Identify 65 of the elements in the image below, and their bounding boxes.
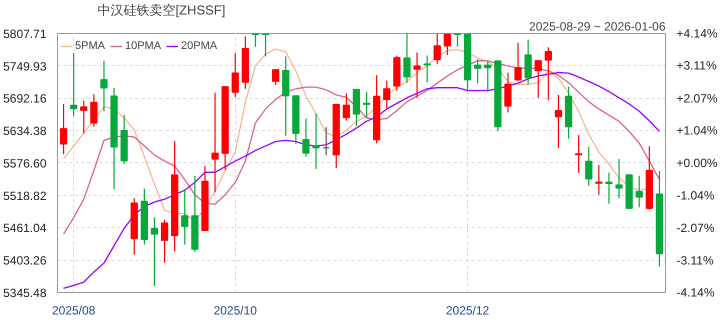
line-series xyxy=(62,72,660,289)
chart-title: 中汉硅铁卖空[ZHSSF] xyxy=(98,2,226,18)
y-tick-label: 5807.71 xyxy=(3,27,47,41)
candlestick xyxy=(90,94,98,128)
y2-tick-label: -3.11% xyxy=(676,253,714,268)
x-tick-label: 2025/10 xyxy=(214,304,258,318)
candlestick xyxy=(434,34,441,64)
y-tick-label: 5576.60 xyxy=(3,156,47,170)
candlestick xyxy=(413,52,421,98)
candlestick xyxy=(80,100,88,134)
candlestick xyxy=(211,92,219,193)
y-tick-label: 5518.82 xyxy=(3,188,47,203)
candlestick xyxy=(150,216,158,287)
candlestick xyxy=(60,103,68,155)
candlestick xyxy=(160,219,168,264)
candlestick xyxy=(636,175,643,208)
candlestick xyxy=(232,52,239,98)
legend-label: 5PMA xyxy=(75,40,105,52)
legend-label: 10PMA xyxy=(124,40,162,52)
candlestick xyxy=(362,91,370,118)
candlestick xyxy=(484,61,492,92)
candlestick xyxy=(585,146,592,186)
candlestick xyxy=(252,34,260,48)
y-tick-label: 5634.38 xyxy=(3,124,47,138)
candlestick xyxy=(504,72,512,113)
chart-subtitle: 2025-08-29 ~ 2026-01-06 xyxy=(529,20,666,34)
y-tick-label: 5403.26 xyxy=(3,254,47,268)
y2-tick-label: -1.04% xyxy=(676,188,715,203)
legend-label: 20PMA xyxy=(181,40,218,52)
y2-tick-label: -2.07% xyxy=(676,220,715,235)
candlestick xyxy=(534,60,542,98)
candlestick xyxy=(544,46,552,101)
candlestick xyxy=(262,34,270,58)
candlestick xyxy=(181,188,188,246)
y2-tick-label: +4.14% xyxy=(676,26,718,40)
candlestick xyxy=(70,52,78,117)
candlestick xyxy=(595,164,602,196)
y-tick-label: 5692.16 xyxy=(3,92,47,106)
candlestick xyxy=(383,80,390,110)
y2-tick-label: +3.11% xyxy=(676,58,717,73)
y2-tick-label: +2.07% xyxy=(676,91,718,106)
y-tick-label: 5345.48 xyxy=(3,286,47,300)
y2-tick-label: +0.00% xyxy=(676,156,718,170)
candlestick xyxy=(100,60,108,112)
candlestick xyxy=(272,69,280,86)
y-tick-label: 5461.04 xyxy=(3,221,47,236)
candlestick xyxy=(312,112,320,170)
candlestick xyxy=(302,118,310,158)
candlestick xyxy=(474,58,482,84)
x-tick-label: 2025/08 xyxy=(52,304,96,318)
candlestick xyxy=(403,34,411,84)
candlestick xyxy=(424,54,431,83)
candlestick xyxy=(605,172,613,204)
candlestick xyxy=(444,34,451,56)
candlestick xyxy=(615,158,623,199)
candlestick xyxy=(342,92,350,122)
x-tick-label: 2025/12 xyxy=(446,304,490,318)
candlestick xyxy=(524,38,532,85)
candlestick xyxy=(454,34,462,48)
y2-tick-label: -4.14% xyxy=(676,286,715,300)
candlestick xyxy=(514,42,522,82)
candlestick xyxy=(322,126,330,156)
y-tick-label: 5749.93 xyxy=(3,59,47,74)
y2-tick-label: +1.04% xyxy=(676,123,718,138)
candlestick xyxy=(554,94,562,148)
